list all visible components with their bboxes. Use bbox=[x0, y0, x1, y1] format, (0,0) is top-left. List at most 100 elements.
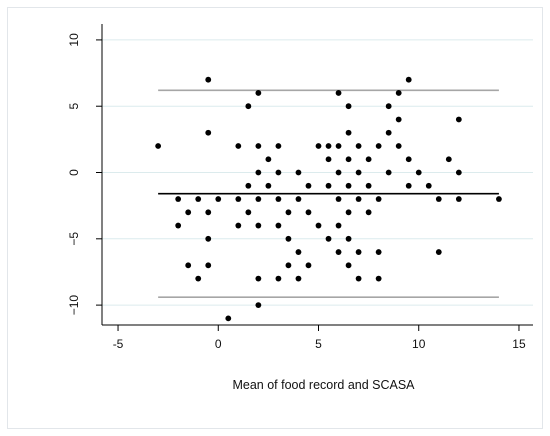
y-tick-label: 5 bbox=[67, 103, 81, 110]
data-point bbox=[255, 302, 262, 309]
data-point bbox=[225, 315, 232, 322]
data-point bbox=[405, 182, 412, 189]
x-tick-label: 0 bbox=[215, 337, 222, 351]
data-point bbox=[255, 275, 262, 282]
data-point bbox=[315, 222, 322, 229]
x-tick-label: 5 bbox=[315, 337, 322, 351]
data-point bbox=[355, 169, 362, 176]
data-point bbox=[255, 143, 262, 149]
data-point bbox=[265, 182, 272, 189]
data-point bbox=[355, 275, 362, 282]
data-point bbox=[345, 129, 352, 136]
data-point bbox=[295, 196, 302, 202]
y-tick-label: −5 bbox=[67, 232, 81, 246]
y-axis-ticks: −10 −5 0 5 10 bbox=[67, 33, 102, 315]
data-point bbox=[285, 209, 292, 216]
data-point bbox=[335, 249, 342, 255]
data-point bbox=[275, 196, 282, 202]
data-point bbox=[395, 90, 402, 96]
data-point bbox=[255, 222, 262, 229]
data-point bbox=[175, 222, 182, 229]
data-point bbox=[345, 209, 352, 216]
y-tick-label: −10 bbox=[67, 295, 81, 316]
data-point bbox=[315, 143, 322, 149]
data-point bbox=[496, 196, 502, 202]
data-point bbox=[345, 235, 352, 242]
data-point bbox=[435, 196, 442, 202]
data-point bbox=[245, 182, 252, 189]
data-point bbox=[455, 169, 462, 176]
data-point bbox=[365, 156, 372, 163]
data-point bbox=[325, 156, 332, 163]
reference-lines bbox=[158, 89, 499, 298]
data-point bbox=[355, 249, 362, 255]
data-point bbox=[365, 209, 372, 216]
data-point bbox=[255, 196, 262, 202]
data-point bbox=[195, 275, 202, 282]
data-point bbox=[305, 262, 312, 269]
y-tick-label: 10 bbox=[67, 33, 81, 47]
data-point bbox=[385, 169, 392, 176]
data-point bbox=[205, 129, 212, 136]
data-point bbox=[245, 103, 252, 110]
data-point bbox=[325, 235, 332, 242]
data-point bbox=[345, 103, 352, 110]
data-point bbox=[195, 196, 202, 202]
data-point bbox=[445, 156, 452, 163]
grid-lines bbox=[102, 39, 533, 306]
data-point bbox=[295, 249, 302, 255]
data-point bbox=[235, 222, 242, 229]
data-point bbox=[235, 196, 242, 202]
data-point bbox=[385, 129, 392, 136]
axes bbox=[101, 24, 533, 326]
data-point bbox=[245, 209, 252, 216]
data-point bbox=[335, 90, 342, 96]
data-point bbox=[395, 143, 402, 149]
data-point bbox=[405, 156, 412, 163]
data-point bbox=[185, 209, 192, 216]
data-point bbox=[335, 196, 342, 202]
data-point bbox=[275, 169, 282, 176]
data-point bbox=[355, 143, 362, 149]
x-tick-label: -5 bbox=[113, 337, 124, 351]
data-point bbox=[325, 143, 332, 149]
data-point bbox=[375, 275, 382, 282]
data-point bbox=[235, 143, 242, 149]
data-point bbox=[335, 222, 342, 229]
data-point bbox=[265, 156, 272, 163]
data-point bbox=[365, 182, 372, 189]
data-point bbox=[455, 116, 462, 123]
data-point bbox=[395, 116, 402, 123]
data-point bbox=[275, 143, 282, 149]
data-point bbox=[415, 169, 422, 176]
data-point bbox=[155, 143, 162, 149]
data-point bbox=[205, 235, 212, 242]
data-point bbox=[455, 196, 462, 202]
figure-border bbox=[7, 7, 543, 429]
data-point bbox=[215, 196, 222, 202]
data-point bbox=[275, 222, 282, 229]
data-point bbox=[305, 182, 312, 189]
data-point bbox=[255, 169, 262, 176]
x-tick-label: 15 bbox=[512, 337, 526, 351]
data-point bbox=[175, 196, 182, 202]
data-point bbox=[205, 262, 212, 269]
data-point bbox=[375, 196, 382, 202]
data-point bbox=[305, 209, 312, 216]
data-point bbox=[375, 143, 382, 149]
data-point bbox=[285, 262, 292, 269]
data-point bbox=[205, 209, 212, 216]
data-point bbox=[295, 275, 302, 282]
data-point bbox=[255, 90, 262, 96]
data-point bbox=[295, 169, 302, 176]
data-point bbox=[385, 103, 392, 110]
data-point bbox=[345, 156, 352, 163]
data-point bbox=[405, 76, 412, 83]
data-point bbox=[275, 275, 282, 282]
data-point bbox=[285, 235, 292, 242]
data-point bbox=[185, 262, 192, 269]
data-point bbox=[335, 169, 342, 176]
data-point bbox=[325, 182, 332, 189]
